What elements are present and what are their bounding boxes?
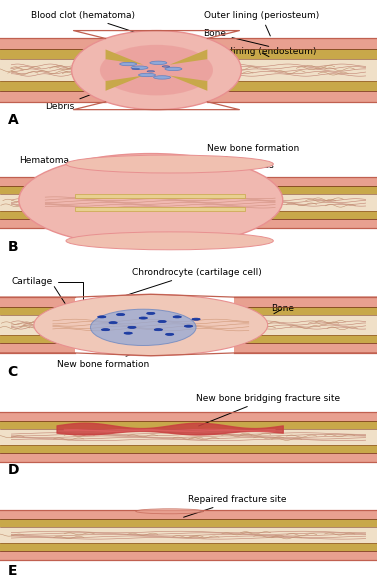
- Text: New bone formation: New bone formation: [57, 351, 149, 369]
- Ellipse shape: [128, 326, 136, 328]
- Ellipse shape: [109, 322, 117, 323]
- Text: Bone: Bone: [271, 304, 294, 314]
- FancyBboxPatch shape: [75, 195, 245, 199]
- Text: Internal callus: Internal callus: [207, 178, 271, 195]
- Ellipse shape: [116, 314, 125, 316]
- Ellipse shape: [136, 509, 204, 514]
- Ellipse shape: [165, 67, 182, 70]
- Ellipse shape: [147, 70, 155, 72]
- Text: Hematoma: Hematoma: [19, 156, 110, 184]
- Polygon shape: [170, 49, 207, 64]
- Ellipse shape: [158, 321, 166, 322]
- Polygon shape: [106, 49, 143, 64]
- Ellipse shape: [150, 61, 167, 64]
- Text: Bone: Bone: [204, 29, 269, 46]
- Text: A: A: [8, 113, 18, 127]
- FancyBboxPatch shape: [75, 206, 245, 210]
- Text: New bone formation: New bone formation: [207, 144, 300, 161]
- Ellipse shape: [120, 62, 136, 66]
- Text: D: D: [8, 464, 19, 478]
- Ellipse shape: [154, 329, 162, 331]
- Ellipse shape: [66, 155, 273, 173]
- Ellipse shape: [100, 45, 213, 96]
- Text: New bone bridging fracture site: New bone bridging fracture site: [196, 394, 340, 426]
- Ellipse shape: [154, 76, 170, 79]
- Ellipse shape: [173, 316, 181, 318]
- Ellipse shape: [139, 317, 147, 319]
- Text: Outer lining (periosteum): Outer lining (periosteum): [204, 11, 319, 36]
- Text: E: E: [8, 564, 17, 578]
- Ellipse shape: [139, 73, 155, 77]
- Ellipse shape: [98, 316, 106, 318]
- Polygon shape: [106, 76, 143, 91]
- Text: Repaired fracture site: Repaired fracture site: [184, 495, 287, 517]
- Text: Cartilage: Cartilage: [11, 277, 83, 304]
- Text: Periosteum: Periosteum: [188, 230, 245, 243]
- Ellipse shape: [90, 309, 196, 346]
- Text: Inner lining (endosteum): Inner lining (endosteum): [204, 47, 316, 57]
- Text: B: B: [8, 240, 18, 254]
- Ellipse shape: [19, 154, 283, 247]
- Ellipse shape: [66, 232, 273, 250]
- Text: Blood clot (hematoma): Blood clot (hematoma): [31, 11, 137, 33]
- Ellipse shape: [184, 325, 193, 327]
- Ellipse shape: [131, 66, 148, 69]
- Polygon shape: [170, 76, 207, 91]
- Text: Debris: Debris: [45, 72, 148, 111]
- Text: C: C: [8, 365, 18, 379]
- Text: Chrondrocyte (cartilage cell): Chrondrocyte (cartilage cell): [123, 268, 262, 297]
- Ellipse shape: [166, 333, 174, 335]
- Ellipse shape: [72, 30, 241, 110]
- Ellipse shape: [124, 332, 132, 334]
- Ellipse shape: [147, 312, 155, 315]
- Text: External callus: External callus: [207, 161, 274, 169]
- Ellipse shape: [162, 66, 170, 67]
- Ellipse shape: [34, 294, 268, 356]
- Ellipse shape: [132, 68, 139, 70]
- Ellipse shape: [192, 318, 200, 321]
- Ellipse shape: [101, 329, 110, 331]
